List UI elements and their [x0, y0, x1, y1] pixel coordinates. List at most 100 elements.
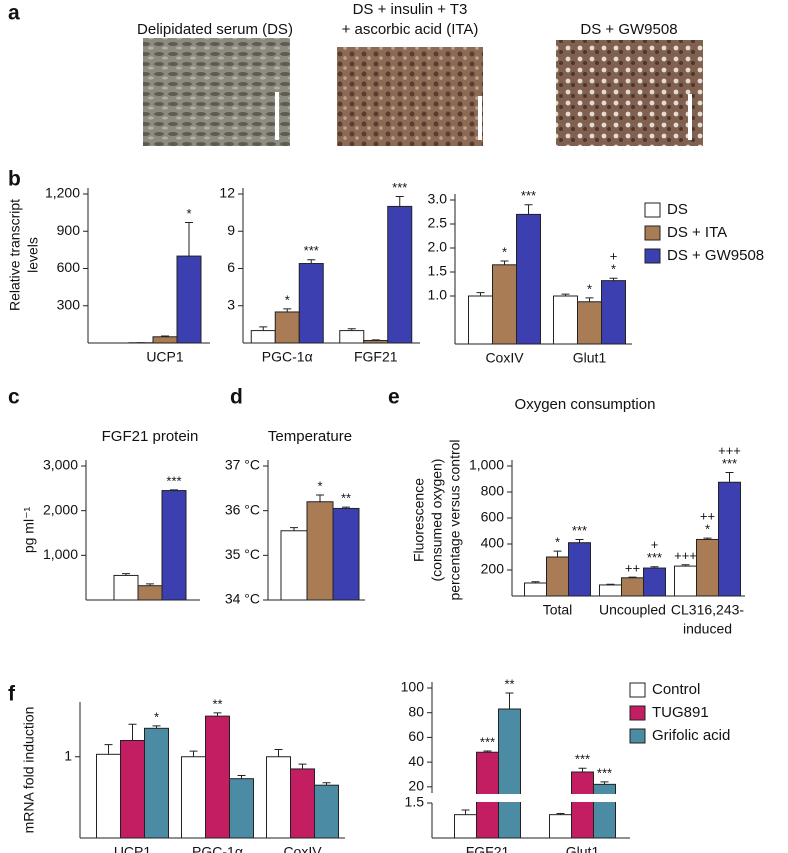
- bar: [553, 295, 578, 345]
- x-tick-label: CoxIV: [283, 844, 322, 853]
- y-tick-label: 80: [408, 703, 424, 719]
- bar: [363, 340, 389, 344]
- micrograph: [337, 47, 483, 146]
- error-bar: [146, 583, 154, 586]
- error-bar: [213, 712, 222, 717]
- x-tick-label: Glut1: [573, 350, 607, 366]
- y-tick-label: 600: [57, 259, 81, 275]
- x-tick-label: Glut1: [566, 844, 600, 853]
- significance-label: ***: [392, 180, 407, 195]
- bar: [120, 740, 145, 839]
- significance-label: *: [587, 281, 592, 296]
- significance-label: ***: [647, 550, 662, 565]
- y-tick-label: 1.5: [405, 794, 425, 810]
- error-bar: [122, 573, 130, 576]
- panel-label: f: [8, 683, 16, 706]
- error-bar: [606, 583, 615, 585]
- error-bar: [170, 489, 178, 491]
- error-bar: [553, 550, 562, 557]
- bar: [492, 264, 517, 345]
- significance-label: **: [504, 676, 514, 691]
- error-bar: [290, 527, 298, 531]
- bar: [161, 490, 187, 601]
- y-tick-label: 36 °C: [225, 501, 260, 517]
- y-tick-label: 400: [481, 535, 505, 551]
- error-bar: [128, 723, 137, 741]
- error-bar: [483, 750, 492, 753]
- legend-label: DS: [667, 201, 688, 218]
- significance-label: ***: [572, 523, 587, 538]
- significance-label: ***: [480, 734, 495, 749]
- y-axis-label: percentage versus control: [447, 439, 463, 600]
- legend-swatch: [629, 705, 646, 721]
- error-bar: [725, 472, 734, 483]
- bar: [266, 756, 291, 839]
- y-tick-label: 1: [64, 747, 72, 763]
- y-tick-label: 3,000: [43, 457, 78, 473]
- error-bar: [307, 259, 316, 264]
- significance-label: *: [705, 522, 710, 537]
- significance-label: +++: [718, 443, 741, 458]
- error-bar: [185, 222, 193, 257]
- error-bar: [152, 725, 161, 729]
- significance-label: ++: [625, 561, 640, 576]
- error-bar: [575, 538, 584, 543]
- error-bar: [161, 335, 169, 337]
- y-tick-label: 1.5: [428, 263, 448, 279]
- significance-label: ***: [166, 473, 181, 488]
- bar: [524, 582, 547, 597]
- bar: [674, 565, 697, 597]
- error-bar: [585, 297, 594, 302]
- bar: [696, 538, 719, 597]
- legend-label: DS + GW9508: [667, 247, 764, 264]
- bar: [599, 584, 622, 597]
- y-tick-label: 1,000: [43, 546, 78, 562]
- bar: [144, 727, 169, 839]
- legend-label: DS + ITA: [667, 224, 727, 241]
- x-tick-label: induced: [683, 621, 732, 637]
- y-tick-label: 6: [227, 259, 235, 275]
- y-tick-label: 3.0: [428, 191, 448, 207]
- significance-label: ***: [597, 765, 612, 780]
- error-bar: [316, 494, 324, 502]
- x-tick-label: FGF21: [466, 844, 510, 853]
- bar: [546, 556, 569, 597]
- significance-label: ***: [521, 188, 536, 203]
- y-tick-label: 100: [401, 679, 425, 695]
- chart-title: FGF21 protein: [102, 428, 199, 445]
- x-tick-label: UCP1: [114, 844, 152, 853]
- legend-swatch: [629, 682, 646, 698]
- error-bar: [703, 537, 712, 540]
- bar: [137, 585, 163, 601]
- significance-label: ***: [575, 752, 590, 767]
- error-bar: [628, 576, 637, 578]
- significance-label: ***: [304, 243, 319, 258]
- error-bar: [283, 308, 292, 312]
- x-tick-label: PGC-1α: [262, 349, 313, 365]
- legend-label: Grifolic acid: [652, 727, 730, 744]
- error-bar: [189, 750, 198, 757]
- bar: [290, 768, 315, 839]
- error-bar: [609, 277, 618, 281]
- bar: [332, 507, 360, 601]
- error-bar: [476, 292, 485, 296]
- y-tick-label: 200: [481, 561, 505, 577]
- error-bar: [274, 748, 283, 757]
- bar: [250, 330, 276, 344]
- y-tick-label: 60: [408, 728, 424, 744]
- y-tick-label: 800: [481, 483, 505, 499]
- y-tick-label: 20: [408, 778, 424, 794]
- image-caption: + ascorbic acid (ITA): [342, 21, 479, 38]
- bar: [454, 814, 477, 839]
- legend-swatch: [644, 225, 661, 241]
- significance-label: ++: [700, 509, 715, 524]
- panel-label: d: [230, 386, 243, 409]
- bar: [387, 205, 413, 344]
- error-bar: [322, 782, 331, 786]
- error-bar: [531, 581, 540, 583]
- error-bar: [395, 195, 404, 207]
- y-axis-label: pg ml⁻¹: [21, 507, 37, 554]
- panel-label: a: [8, 2, 20, 25]
- error-bar: [371, 339, 380, 341]
